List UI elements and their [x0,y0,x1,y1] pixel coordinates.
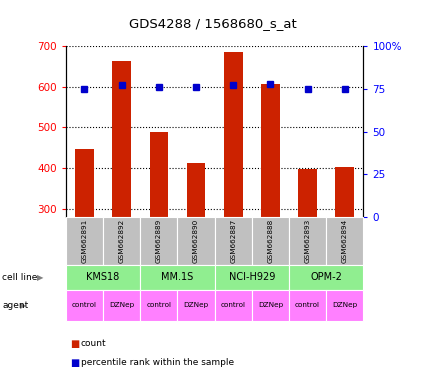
Text: ▶: ▶ [37,273,44,282]
Bar [298,169,317,217]
Text: MM.1S: MM.1S [162,272,193,283]
Text: control: control [72,302,97,308]
Text: ■: ■ [70,339,79,349]
Text: GDS4288 / 1568680_s_at: GDS4288 / 1568680_s_at [129,17,296,30]
Bar [224,52,243,217]
Text: agent: agent [2,301,28,310]
Text: control: control [295,302,320,308]
Text: control: control [146,302,171,308]
Text: GSM662894: GSM662894 [342,219,348,263]
Bar [261,84,280,217]
Text: GSM662893: GSM662893 [305,219,311,263]
Text: GSM662892: GSM662892 [119,219,125,263]
Bar [150,131,168,217]
Text: count: count [81,339,106,348]
Text: DZNep: DZNep [258,302,283,308]
Text: DZNep: DZNep [184,302,209,308]
Text: GSM662889: GSM662889 [156,219,162,263]
Text: KMS18: KMS18 [86,272,120,283]
Text: percentile rank within the sample: percentile rank within the sample [81,358,234,367]
Text: GSM662890: GSM662890 [193,219,199,263]
Bar [75,149,94,217]
Text: control: control [221,302,246,308]
Text: GSM662887: GSM662887 [230,219,236,263]
Text: GSM662891: GSM662891 [82,219,88,263]
Bar [335,167,354,217]
Bar [187,163,205,217]
Text: ■: ■ [70,358,79,368]
Text: cell line: cell line [2,273,37,282]
Text: DZNep: DZNep [332,302,357,308]
Bar [112,61,131,217]
Text: NCI-H929: NCI-H929 [229,272,275,283]
Text: OPM-2: OPM-2 [310,272,342,283]
Text: GSM662888: GSM662888 [267,219,273,263]
Text: DZNep: DZNep [109,302,134,308]
Text: ▶: ▶ [20,301,26,310]
